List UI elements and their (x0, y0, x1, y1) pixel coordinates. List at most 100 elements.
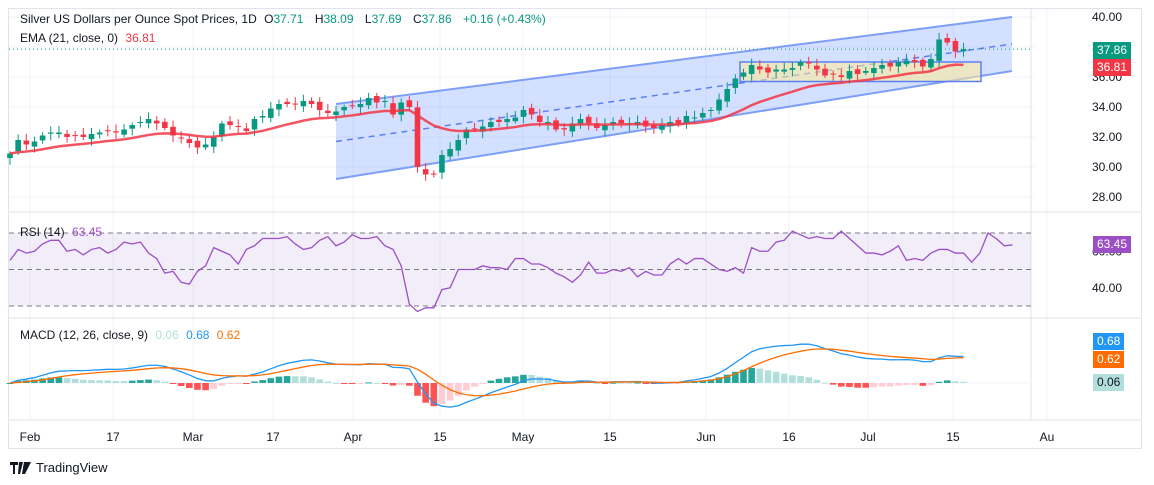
candle-body (88, 134, 95, 140)
hist-badge: 0.06 (1093, 374, 1125, 391)
macd-histogram-bar (120, 381, 128, 383)
macd-histogram-bar (365, 382, 372, 384)
macd-histogram-bar (389, 383, 397, 386)
time-axis-label: May (512, 430, 535, 444)
candle (259, 110, 266, 123)
candle-body (406, 100, 413, 107)
macd-histogram-bar (813, 379, 821, 383)
candle-body (276, 104, 282, 110)
macd-histogram-bar (63, 378, 71, 383)
candle-body (699, 113, 706, 118)
candle (936, 32, 942, 68)
macd-histogram-bar (797, 375, 804, 383)
candle-body (194, 140, 201, 148)
candle (292, 97, 299, 111)
candle-body (300, 101, 307, 107)
candle-body (602, 125, 608, 131)
candle-body (31, 141, 38, 147)
macd-histogram-bar (617, 382, 625, 384)
macd-histogram-bar (740, 369, 747, 383)
macd-histogram-bar (251, 381, 258, 383)
macd-histogram-bar (161, 381, 169, 383)
macd-signal-value: 0.62 (216, 328, 241, 342)
macd-histogram-bar (878, 383, 886, 387)
macd-histogram-bar (55, 377, 63, 383)
rsi-label: RSI (14) (20, 225, 65, 239)
price-axis-label: 40.00 (1092, 10, 1122, 24)
candle (47, 126, 54, 141)
tradingview-logo[interactable]: TradingView (10, 460, 108, 475)
candle (602, 118, 608, 137)
time-axis-label: Au (1040, 430, 1055, 444)
macd-histogram-bar (210, 383, 218, 389)
candle (773, 64, 779, 78)
candle (659, 118, 665, 134)
macd-histogram-bar (536, 376, 544, 383)
candle-body (683, 116, 690, 123)
candle-body (569, 123, 576, 132)
candle-body (512, 117, 519, 122)
macd-histogram-bar (952, 381, 959, 383)
candle (170, 120, 176, 143)
candle-body (447, 149, 453, 157)
candle-body (797, 62, 804, 66)
candle (153, 116, 160, 130)
candle-body (862, 71, 869, 73)
macd-histogram-bar (919, 383, 927, 386)
candle-body (357, 104, 364, 108)
macd-histogram-bar (666, 383, 674, 384)
candle (235, 119, 241, 134)
candle (895, 57, 902, 73)
macd-histogram-bar (381, 383, 389, 384)
candle-body (830, 73, 836, 75)
candle (390, 96, 396, 118)
candle (243, 123, 250, 134)
macd-histogram-bar (438, 383, 446, 404)
open-label: O (264, 12, 274, 26)
candle (268, 101, 274, 123)
rsi-line (9, 230, 1013, 313)
candle (748, 58, 755, 81)
candle-body (822, 68, 828, 76)
candle (365, 92, 372, 110)
time-axis-label: Jul (860, 430, 875, 444)
macd-histogram-bar (275, 376, 283, 383)
macd-histogram-bar (340, 383, 348, 384)
candle-body (170, 126, 176, 136)
candle (325, 104, 331, 117)
macd-histogram-bar (699, 380, 707, 383)
macd-legend[interactable]: MACD (12, 26, close, 9) 0.06 0.68 0.62 (20, 328, 244, 342)
candle (496, 116, 502, 128)
candle-body (373, 95, 380, 103)
candle (651, 120, 657, 134)
macd-badge: 0.68 (1093, 333, 1125, 350)
macd-histogram-bar (487, 380, 495, 383)
time-axis-label: 17 (266, 430, 280, 444)
macd-histogram-bar (764, 370, 772, 383)
candle (145, 112, 152, 129)
time-axis-label: 15 (433, 430, 447, 444)
macd-histogram-bar (772, 371, 780, 383)
candle (186, 135, 193, 148)
candle-body (936, 39, 942, 61)
rsi-legend[interactable]: RSI (14) 63.45 (20, 225, 106, 239)
macd-histogram-bar (446, 383, 454, 401)
macd-histogram-bar (723, 374, 731, 383)
ema-legend[interactable]: EMA (21, close, 0) 36.81 (20, 31, 159, 45)
candle (871, 61, 877, 80)
close-label: C (412, 12, 422, 26)
macd-histogram-bar (846, 383, 853, 387)
candle (406, 96, 413, 112)
macd-histogram-bar (6, 383, 14, 384)
macd-histogram-bar (39, 378, 46, 383)
candle (846, 64, 853, 84)
candle-body (504, 119, 510, 123)
candle (822, 63, 828, 79)
macd-histogram-bar (675, 383, 682, 384)
candle-body (585, 116, 592, 124)
macd-histogram-bar (495, 378, 503, 383)
candle-body (96, 132, 103, 135)
candle-body (349, 105, 356, 107)
candle (439, 150, 445, 180)
